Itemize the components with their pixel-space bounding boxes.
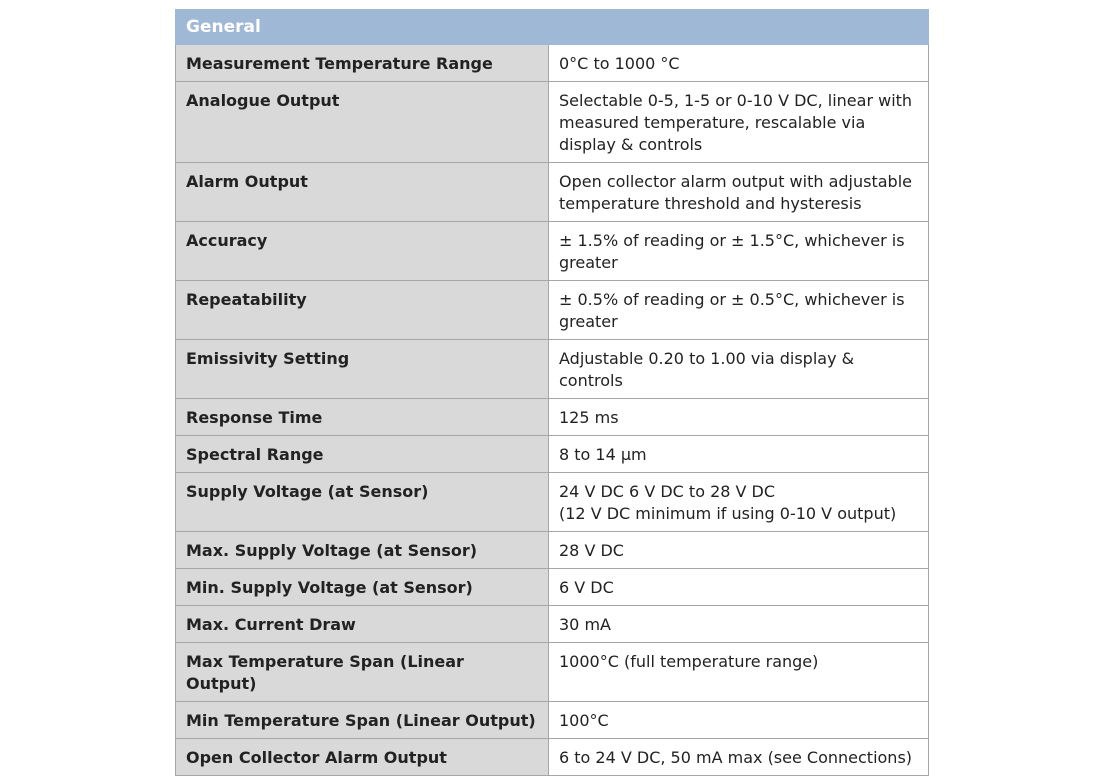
spec-label: Max Temperature Span (Linear Output) (175, 642, 549, 702)
spec-value: ± 0.5% of reading or ± 0.5°C, whichever … (548, 280, 929, 340)
spec-value: Selectable 0-5, 1-5 or 0-10 V DC, linear… (548, 81, 929, 163)
spec-value: 6 to 24 V DC, 50 mA max (see Connections… (548, 738, 929, 776)
table-row: Response Time 125 ms (175, 398, 929, 436)
spec-value-line: 8 to 14 μm (559, 445, 647, 464)
spec-value-line: Open collector alarm output with adjusta… (559, 172, 912, 191)
table-row: Analogue Output Selectable 0-5, 1-5 or 0-… (175, 81, 929, 163)
table-row: Emissivity Setting Adjustable 0.20 to 1.0… (175, 339, 929, 399)
spec-value: Adjustable 0.20 to 1.00 via display & co… (548, 339, 929, 399)
table-row: Repeatability ± 0.5% of reading or ± 0.5°… (175, 280, 929, 340)
spec-rows: Measurement Temperature Range 0°C to 1000… (175, 44, 929, 776)
table-row: Min. Supply Voltage (at Sensor) 6 V DC (175, 568, 929, 606)
spec-value: 28 V DC (548, 531, 929, 569)
spec-value: Open collector alarm output with adjusta… (548, 162, 929, 222)
spec-value-line: 125 ms (559, 408, 619, 427)
table-row: Max. Supply Voltage (at Sensor) 28 V DC (175, 531, 929, 569)
section-header-row: General (175, 9, 929, 45)
table-row: Spectral Range 8 to 14 μm (175, 435, 929, 473)
table-row: Accuracy ± 1.5% of reading or ± 1.5°C, wh… (175, 221, 929, 281)
spec-label: Open Collector Alarm Output (175, 738, 549, 776)
spec-value-line: temperature threshold and hysteresis (559, 194, 862, 213)
spec-value-line: Adjustable 0.20 to 1.00 via display & co… (559, 349, 855, 390)
spec-label: Min. Supply Voltage (at Sensor) (175, 568, 549, 606)
section-header: General (175, 9, 929, 45)
spec-value-line: 24 V DC 6 V DC to 28 V DC (559, 482, 776, 501)
spec-label: Alarm Output (175, 162, 549, 222)
table-row: Max. Current Draw 30 mA (175, 605, 929, 643)
table-row: Max Temperature Span (Linear Output) 1000… (175, 642, 929, 702)
spec-label: Response Time (175, 398, 549, 436)
table-row: Min Temperature Span (Linear Output) 100°… (175, 701, 929, 739)
spec-value-line: (12 V DC minimum if using 0-10 V output) (559, 504, 897, 523)
spec-value-line: greater (559, 253, 618, 272)
spec-value-line: Selectable 0-5, 1-5 or 0-10 V DC, linear… (559, 91, 913, 110)
spec-value: 30 mA (548, 605, 929, 643)
spec-table: General Measurement Temperature Range 0°C… (175, 9, 929, 776)
spec-label: Max. Supply Voltage (at Sensor) (175, 531, 549, 569)
spec-value: 24 V DC 6 V DC to 28 V DC (12 V DC minimu… (548, 472, 929, 532)
spec-value-line: 6 to 24 V DC, 50 mA max (see Connections… (559, 748, 913, 767)
spec-value: 8 to 14 μm (548, 435, 929, 473)
spec-value-line: display & controls (559, 135, 703, 154)
spec-label: Accuracy (175, 221, 549, 281)
spec-value-line: 1000°C (full temperature range) (559, 652, 819, 671)
spec-value-line: 0°C to 1000 °C (559, 54, 680, 73)
spec-value: 125 ms (548, 398, 929, 436)
spec-value-line: ± 0.5% of reading or ± 0.5°C, whichever … (559, 290, 905, 309)
table-row: Alarm Output Open collector alarm output … (175, 162, 929, 222)
spec-label: Measurement Temperature Range (175, 44, 549, 82)
spec-value: 1000°C (full temperature range) (548, 642, 929, 702)
spec-value-line: ± 1.5% of reading or ± 1.5°C, whichever … (559, 231, 905, 250)
spec-value: 6 V DC (548, 568, 929, 606)
table-row: Open Collector Alarm Output 6 to 24 V DC,… (175, 738, 929, 776)
spec-label: Analogue Output (175, 81, 549, 163)
spec-value-line: 6 V DC (559, 578, 614, 597)
spec-value-line: 100°C (559, 711, 609, 730)
spec-label: Supply Voltage (at Sensor) (175, 472, 549, 532)
spec-value-line: measured temperature, rescalable via (559, 113, 866, 132)
spec-label: Repeatability (175, 280, 549, 340)
spec-value-line: greater (559, 312, 618, 331)
spec-value-line: 28 V DC (559, 541, 624, 560)
spec-label: Max. Current Draw (175, 605, 549, 643)
spec-label: Emissivity Setting (175, 339, 549, 399)
spec-value: 100°C (548, 701, 929, 739)
spec-label: Spectral Range (175, 435, 549, 473)
spec-label: Min Temperature Span (Linear Output) (175, 701, 549, 739)
spec-value: 0°C to 1000 °C (548, 44, 929, 82)
table-row: Supply Voltage (at Sensor) 24 V DC 6 V DC… (175, 472, 929, 532)
spec-value-line: 30 mA (559, 615, 611, 634)
table-row: Measurement Temperature Range 0°C to 1000… (175, 44, 929, 82)
spec-value: ± 1.5% of reading or ± 1.5°C, whichever … (548, 221, 929, 281)
